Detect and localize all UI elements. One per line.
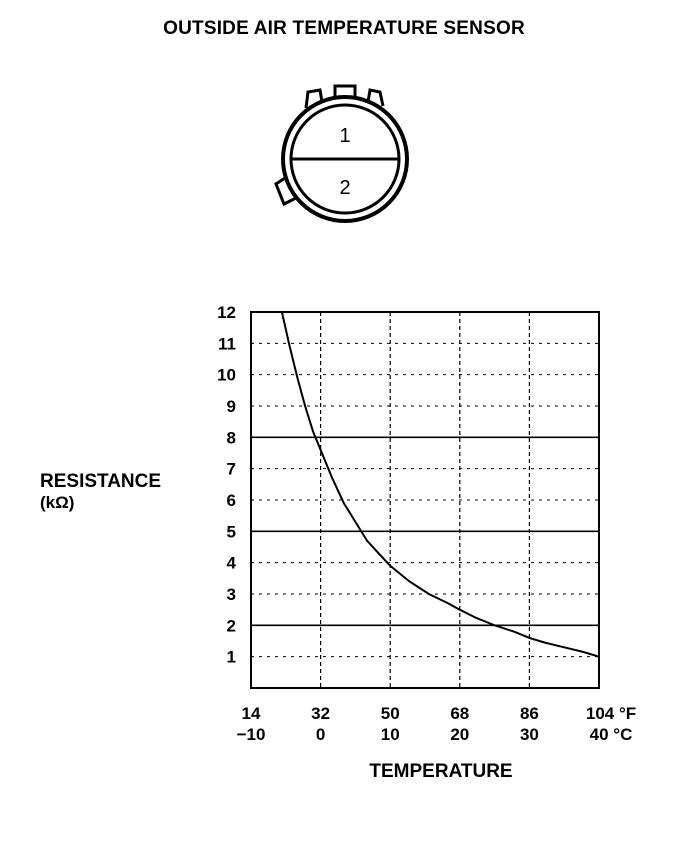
x-tick-label-f: 32	[311, 704, 330, 723]
x-tick-label-f: 86	[520, 704, 539, 723]
y-tick-label: 9	[227, 397, 236, 416]
pin-2-label: 2	[339, 177, 350, 199]
x-tick-label-f: 104 °F	[586, 704, 636, 723]
y-tick-label: 5	[227, 522, 236, 541]
connector-tab-left	[304, 88, 324, 109]
connector-tab-right	[366, 88, 385, 107]
y-tick-label: 1	[227, 648, 236, 667]
chart-grid	[251, 312, 599, 688]
x-axis-title: TEMPERATURE	[369, 761, 512, 782]
x-tick-label-f: 68	[450, 704, 469, 723]
x-tick-label-c: 30	[520, 725, 539, 744]
y-tick-label: 10	[217, 366, 236, 385]
connector-tab-top	[333, 84, 357, 98]
y-tick-label: 7	[227, 460, 236, 479]
x-tick-labels: 14 −10 32 0 50 10 68 20 86 30 104 °F 40 °C	[237, 704, 637, 744]
x-tick-label-f: 50	[381, 704, 400, 723]
y-tick-label: 12	[217, 303, 236, 322]
x-tick-label-f: 14	[242, 704, 261, 723]
y-axis-title: RESISTANCE	[40, 471, 161, 492]
x-tick-label-c: −10	[237, 725, 266, 744]
page-title: OUTSIDE AIR TEMPERATURE SENSOR	[163, 18, 525, 39]
plot-frame	[250, 311, 600, 689]
pin-1-label: 1	[339, 125, 350, 147]
y-tick-label: 3	[227, 585, 236, 604]
resistance-curve	[280, 311, 600, 658]
y-tick-label: 4	[227, 554, 237, 573]
y-axis-unit: (kΩ)	[40, 493, 74, 512]
connector-latch	[274, 174, 297, 207]
y-tick-label: 8	[227, 428, 236, 447]
x-tick-label-c: 20	[450, 725, 469, 744]
x-tick-label-c: 40 °C	[590, 725, 633, 744]
y-tick-label: 11	[218, 334, 236, 353]
y-tick-label: 2	[227, 616, 236, 635]
x-tick-label-c: 10	[381, 725, 400, 744]
x-tick-label-c: 0	[316, 725, 325, 744]
y-tick-label: 6	[227, 491, 236, 510]
connector-diagram: 1 2	[274, 84, 409, 223]
